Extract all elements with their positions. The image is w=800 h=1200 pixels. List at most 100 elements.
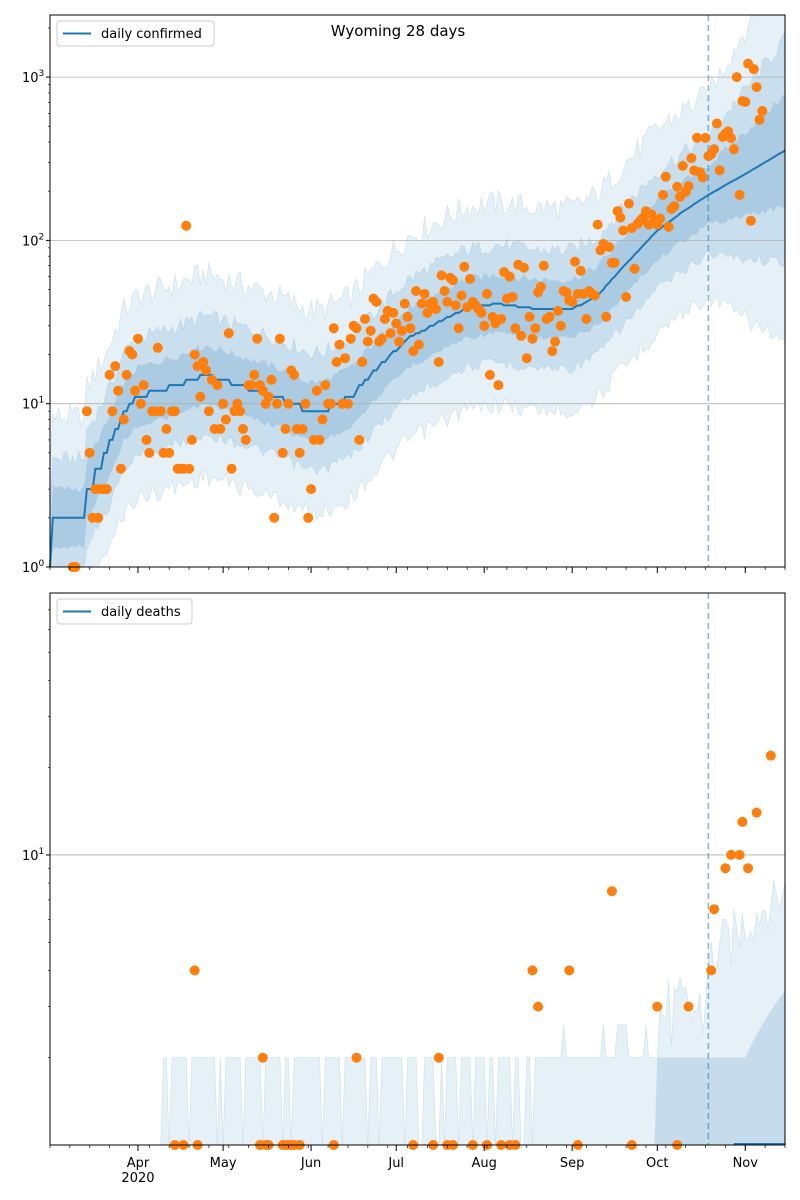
confirmed-point xyxy=(223,328,234,339)
deaths-point xyxy=(189,965,200,976)
confirmed-point xyxy=(592,219,603,230)
deaths-legend: daily deaths xyxy=(56,598,193,625)
confirmed-point xyxy=(232,398,243,409)
confirmed-point xyxy=(496,314,507,324)
deaths-point xyxy=(533,1001,544,1012)
confirmed-point xyxy=(672,181,683,192)
confirmed-point xyxy=(360,314,370,324)
confirmed-point xyxy=(266,374,277,385)
confirmed-point xyxy=(130,385,141,396)
confirmed-point xyxy=(164,447,175,458)
confirmed-point xyxy=(408,346,419,357)
confirmed-point xyxy=(700,132,711,143)
confirmed-point xyxy=(419,288,430,299)
confirmed-point xyxy=(544,311,555,322)
confirmed-point xyxy=(604,242,615,253)
confirmed-point xyxy=(629,263,640,274)
confirmed-point xyxy=(238,424,248,434)
confirmed-point xyxy=(402,311,413,322)
confirmed-point xyxy=(504,271,515,282)
confirmed-point xyxy=(567,296,578,307)
confirmed-point xyxy=(189,349,200,360)
confirmed-point xyxy=(416,298,427,309)
confirmed-point xyxy=(709,144,720,155)
confirmed-point xyxy=(581,314,592,324)
confirmed-point xyxy=(550,336,561,347)
confirmed-point xyxy=(570,256,580,267)
confirmed-point xyxy=(465,274,475,284)
confirmed-point xyxy=(405,323,416,334)
confirmed-point xyxy=(283,398,294,409)
confirmed-point xyxy=(277,447,288,458)
confirmed-point xyxy=(479,320,490,331)
confirmed-point xyxy=(663,221,674,232)
confirmed-point xyxy=(692,132,702,143)
confirmed-point xyxy=(530,323,541,334)
confirmed-point xyxy=(482,288,492,299)
confirmed-point xyxy=(215,424,226,434)
deaths-point xyxy=(652,1001,663,1012)
confirmed-point xyxy=(601,311,612,322)
confirmed-point xyxy=(377,333,387,344)
confirmed-point xyxy=(538,260,549,271)
confirmed-point xyxy=(101,484,112,495)
confirmed-point xyxy=(300,398,311,409)
confirmed-point xyxy=(118,414,129,425)
confirmed-point xyxy=(399,298,410,309)
confirmed-point xyxy=(186,434,197,445)
confirmed-point xyxy=(289,369,300,380)
confirmed-point xyxy=(354,434,365,445)
confirmed-legend-label: daily confirmed xyxy=(101,27,202,42)
confirmed-point xyxy=(677,160,688,171)
confirmed-point xyxy=(280,424,291,434)
confirmed-point xyxy=(169,406,180,417)
confirmed-point xyxy=(135,398,146,409)
confirmed-point xyxy=(527,333,538,344)
confirmed-point xyxy=(459,261,470,272)
chart-title: Wyoming 28 days xyxy=(331,22,466,40)
x-tick-label: Sep xyxy=(560,1156,585,1171)
confirmed-point xyxy=(357,357,368,367)
deaths-point xyxy=(606,886,617,897)
confirmed-point xyxy=(365,325,376,336)
confirmed-point xyxy=(144,447,155,458)
confirmed-point xyxy=(439,286,450,296)
confirmed-point xyxy=(107,406,118,417)
confirmed-point xyxy=(442,296,453,307)
confirmed-point xyxy=(396,325,407,336)
confirmed-point xyxy=(84,447,95,458)
confirmed-model-line xyxy=(49,149,786,568)
confirmed-point xyxy=(371,296,382,307)
confirmed-point xyxy=(686,153,697,164)
confirmed-point xyxy=(535,281,546,292)
confirmed-point xyxy=(516,330,527,341)
confirmed-point xyxy=(615,212,626,223)
confirmed-point xyxy=(745,215,756,226)
confirmed-point xyxy=(274,333,285,344)
confirmed-point xyxy=(521,353,532,364)
deaths-point xyxy=(737,816,748,827)
confirmed-model-line-group xyxy=(49,149,786,568)
confirmed-point xyxy=(269,512,280,523)
confirmed-point xyxy=(246,380,257,391)
confirmed-point xyxy=(334,339,345,350)
x-tick-label: Jul xyxy=(387,1156,404,1171)
confirmed-point xyxy=(314,434,325,445)
deaths-point xyxy=(751,807,762,818)
confirmed-point xyxy=(669,201,680,212)
confirmed-point xyxy=(510,323,521,334)
confirmed-point xyxy=(252,333,263,344)
confirmed-point xyxy=(731,72,742,83)
x-tick-label: Apr xyxy=(127,1156,150,1171)
confirmed-point xyxy=(345,333,356,344)
x-year-label: 2020 xyxy=(121,1171,154,1186)
confirmed-point xyxy=(413,339,424,350)
confirmed-point xyxy=(655,213,666,224)
x-tick-label: Jun xyxy=(300,1156,321,1171)
deaths-point xyxy=(726,849,737,860)
confirmed-point xyxy=(141,434,152,445)
deaths-axes-frame xyxy=(49,592,786,1146)
